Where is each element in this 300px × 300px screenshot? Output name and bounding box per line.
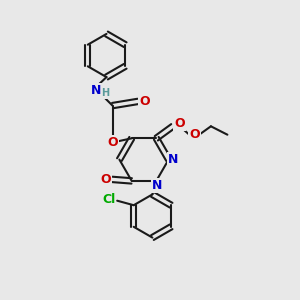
- Text: O: O: [139, 95, 150, 108]
- Text: O: O: [100, 173, 111, 186]
- Text: H: H: [101, 88, 110, 98]
- Text: N: N: [152, 179, 162, 192]
- Text: O: O: [174, 117, 185, 130]
- Text: N: N: [91, 84, 101, 97]
- Text: N: N: [168, 153, 178, 166]
- Text: O: O: [107, 136, 118, 149]
- Text: Cl: Cl: [102, 193, 116, 206]
- Text: O: O: [189, 128, 200, 141]
